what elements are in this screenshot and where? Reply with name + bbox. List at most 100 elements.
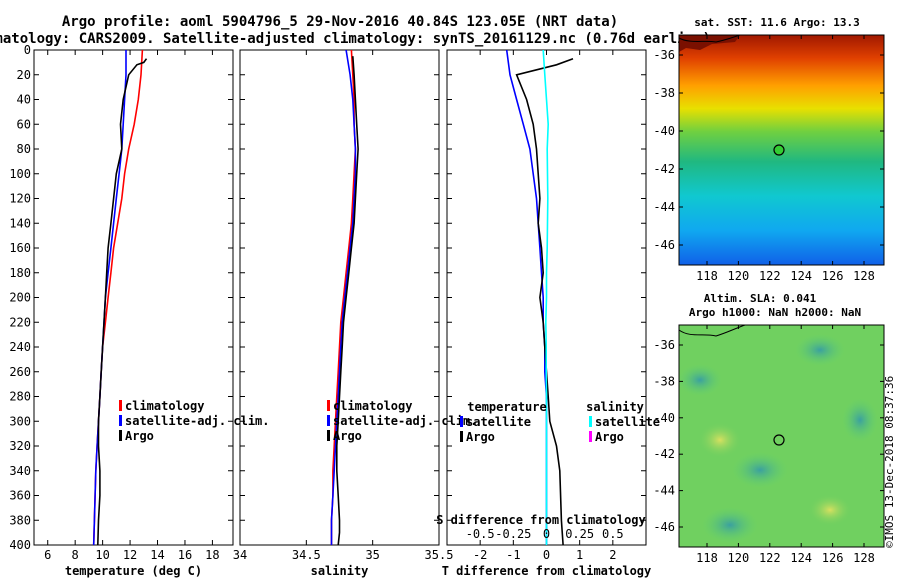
temperature-legend-swatch [119, 415, 122, 426]
difference-legend-swatch [589, 416, 592, 427]
difference-series-salinity-satellite [542, 50, 550, 545]
salinity-difference-axis-label: S difference from climatology [436, 513, 646, 527]
sst-map-lon-label: 118 [696, 269, 718, 283]
difference-legend-swatch [460, 416, 463, 427]
difference-legend-label: Argo [595, 430, 624, 444]
depth-tick-label: 200 [9, 291, 31, 305]
difference-xlabel: T difference from climatology [442, 564, 652, 578]
temperature-xtick-label: 12 [123, 548, 137, 562]
temperature-xtick-label: 10 [95, 548, 109, 562]
sla-map-lat-label: -42 [653, 447, 675, 461]
salinity-legend-label: satellite-adj. clim. [333, 414, 478, 428]
sst-map: sat. SST: 11.6 Argo: 13.3 -36 -38 -40 -42 -4… [653, 16, 885, 283]
difference-legend-label: satellite [466, 415, 531, 429]
sla-map-lat-label: -40 [653, 411, 675, 425]
sla-map-axes: -36 -38 -40 -42 -44 -46 118 120 122 124 126 128 [653, 325, 884, 565]
difference-xtick-label: 0 [543, 548, 550, 562]
sla-low-anomaly [795, 334, 845, 366]
depth-tick-label: 320 [9, 439, 31, 453]
imos-credit: ©IMOS 13-Dec-2018 08:37:36 [883, 376, 896, 548]
depth-tick-label: 40 [17, 93, 31, 107]
depth-tick-label: 0 [24, 43, 31, 57]
sla-map-lon-label: 124 [790, 551, 812, 565]
sla-map-title-1: Altim. SLA: 0.041 [704, 292, 817, 305]
sst-map-title: sat. SST: 11.6 Argo: 13.3 [694, 16, 860, 29]
depth-tick-label: 80 [17, 142, 31, 156]
difference-xtick-label: 2 [609, 548, 616, 562]
sla-map-lon-label: 118 [696, 551, 718, 565]
salinity-difference-tick-label: 0.25 [565, 527, 594, 541]
difference-legend-label: satellite [595, 415, 660, 429]
sst-map-frame [678, 34, 885, 266]
sla-high-anomaly [698, 422, 742, 458]
salinity-xtick-label: 35.5 [425, 548, 454, 562]
salinity-plot-frame [239, 49, 440, 546]
sst-map-lat-label: -40 [653, 124, 675, 138]
sla-high-anomaly [808, 494, 852, 526]
difference-xtick-label: -2 [473, 548, 487, 562]
temperature-series-argo [97, 58, 148, 545]
temperature-xtick-label: 8 [72, 548, 79, 562]
sla-map-lon-label: 126 [822, 551, 844, 565]
depth-tick-label: 380 [9, 513, 31, 527]
sla-low-anomaly [732, 452, 788, 488]
depth-tick-label: 60 [17, 117, 31, 131]
salinity-legend-label: climatology [333, 399, 412, 413]
sla-map: Altim. SLA: 0.041 Argo h1000: NaN h2000:… [653, 292, 885, 565]
temperature-legend-swatch [119, 400, 122, 411]
temperature-series-climatology [92, 50, 144, 545]
salinity-legend-swatch [327, 430, 330, 441]
sst-map-lat-label: -36 [653, 48, 675, 62]
sla-coast-line [678, 324, 746, 337]
temperature-legend-swatch [119, 430, 122, 441]
sla-low-anomaly [842, 398, 878, 442]
temperature-xtick-label: 16 [178, 548, 192, 562]
temperature-xtick-label: 18 [205, 548, 219, 562]
depth-tick-label: 140 [9, 216, 31, 230]
salinity-legend-swatch [327, 415, 330, 426]
temperature-legend-label: climatology [125, 399, 204, 413]
sst-map-lon-label: 126 [822, 269, 844, 283]
sla-map-lon-label: 120 [728, 551, 750, 565]
depth-tick-label: 20 [17, 68, 31, 82]
depth-tick-label: 280 [9, 390, 31, 404]
depth-tick-label: 100 [9, 167, 31, 181]
difference-legend-swatch [589, 431, 592, 442]
salinity-difference-tick-label: -0.25 [495, 527, 531, 541]
profile-panels: 6 8 10 12 14 16 180204060801001201401601802002… [9, 43, 660, 578]
sla-low-anomaly [678, 364, 722, 396]
sla-map-title-2: Argo h1000: NaN h2000: NaN [689, 306, 861, 319]
salinity-series-group [330, 50, 359, 545]
salinity-difference-tick-label: 0.5 [602, 527, 624, 541]
temperature-xtick-label: 14 [150, 548, 164, 562]
salinity-series-climatology [330, 50, 357, 545]
temperature-legend-label: satellite-adj. clim. [125, 414, 270, 428]
difference-series-group [505, 50, 574, 545]
sla-argo-location-marker [773, 434, 785, 446]
sla-map-lon-label: 122 [759, 551, 781, 565]
sla-map-lat-label: -36 [653, 338, 675, 352]
salinity-legend-label: Argo [333, 429, 362, 443]
sst-argo-location-marker [773, 144, 785, 156]
sst-coastline [679, 35, 740, 52]
difference-legend-label: Argo [466, 430, 495, 444]
title-line-1: Argo profile: aoml 5904796_5 29-Nov-2016… [62, 14, 618, 30]
sla-map-lon-label: 128 [853, 551, 875, 565]
depth-tick-label: 400 [9, 538, 31, 552]
depth-tick-label: 220 [9, 315, 31, 329]
sst-coast-line [678, 34, 741, 43]
sst-map-lat-label: -42 [653, 162, 675, 176]
sla-map-frame [678, 324, 885, 548]
sst-map-axes: -36 -38 -40 -42 -44 -46 118 120 122 124 126 128 [653, 35, 884, 283]
sst-map-lat-label: -46 [653, 238, 675, 252]
temperature-xlabel: temperature (deg C) [65, 564, 202, 578]
sst-map-lon-label: 124 [790, 269, 812, 283]
difference-series-temperature-argo [515, 57, 574, 545]
sla-map-lat-label: -44 [653, 484, 675, 498]
depth-tick-label: 340 [9, 464, 31, 478]
salinity-difference-tick-label: 0 [543, 527, 550, 541]
difference-legend-salinity-title: salinity [586, 400, 644, 414]
panel-temperature: 6 8 10 12 14 16 180204060801001201401601802002… [9, 43, 269, 578]
salinity-legend-swatch [327, 400, 330, 411]
